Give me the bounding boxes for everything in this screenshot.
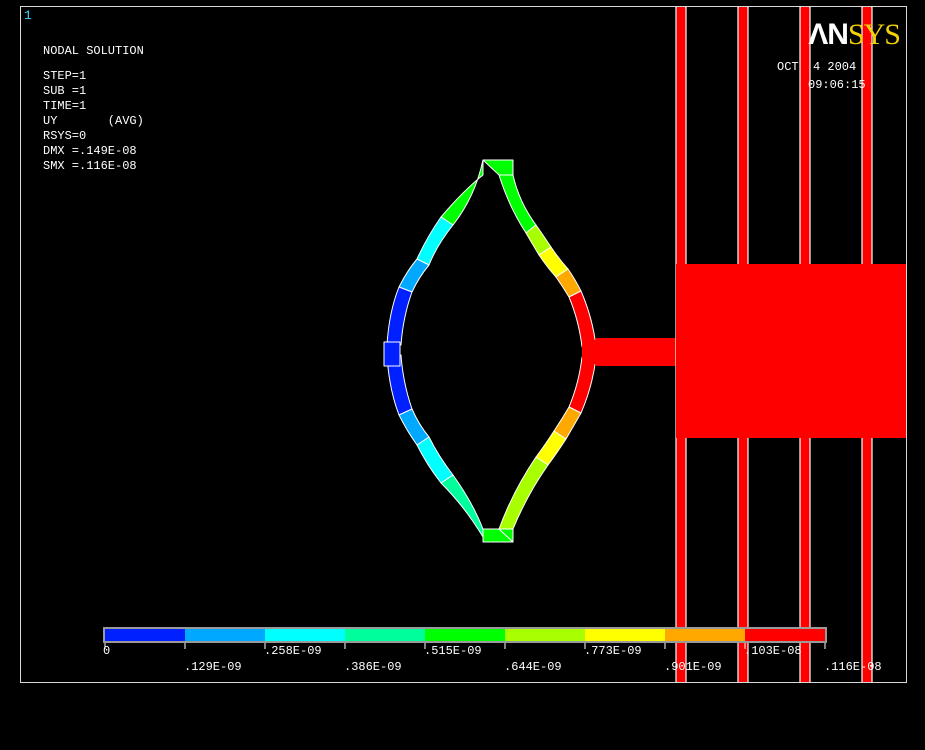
window-number: 1 (24, 8, 32, 23)
legend-swatch (185, 629, 265, 641)
info-line-title: NODAL SOLUTION (43, 44, 144, 58)
legend-label: .386E-09 (344, 660, 402, 674)
logo-part1: ΛN (808, 18, 849, 51)
plot-time: 09:06:15 (808, 78, 866, 92)
legend-label: .129E-09 (184, 660, 242, 674)
info-line-step: STEP=1 (43, 69, 87, 83)
legend-swatch (345, 629, 425, 641)
logo-part2: SYS (847, 18, 901, 51)
info-line-item: UY (AVG) (43, 114, 144, 128)
graphics-window[interactable]: 1 NODAL SOLUTION STEP=1 SUB =1 TIME=1 UY… (20, 6, 907, 683)
legend-swatch (425, 629, 505, 641)
legend-label: .901E-09 (664, 660, 722, 674)
contour-plot (103, 7, 906, 682)
legend-label: 0 (103, 644, 111, 658)
connector-beam (596, 338, 678, 366)
legend-label: .258E-09 (264, 644, 322, 658)
info-line-sub: SUB =1 (43, 84, 87, 98)
legend-swatch (585, 629, 665, 641)
plot-date: OCT 4 2004 (777, 60, 857, 74)
info-line-time: TIME=1 (43, 99, 87, 113)
info-line-dmx: DMX =.149E-08 (43, 144, 137, 158)
legend-swatch (505, 629, 585, 641)
legend-swatch (665, 629, 745, 641)
info-line-rsys: RSYS=0 (43, 129, 87, 143)
beam-fill-overlay (676, 7, 906, 682)
ansys-logo: ΛNSYS (808, 18, 901, 51)
legend-swatch (745, 629, 825, 641)
legend-swatch (105, 629, 185, 641)
legend-label: .644E-09 (504, 660, 562, 674)
legend-label: .116E-08 (824, 660, 882, 674)
lens-structure (383, 159, 599, 543)
legend-swatch (265, 629, 345, 641)
legend-color-bar (103, 627, 827, 649)
legend-label: .103E-08 (744, 644, 802, 658)
legend-label: .515E-09 (424, 644, 482, 658)
legend-label: .773E-09 (584, 644, 642, 658)
solution-info-block: NODAL SOLUTION STEP=1 SUB =1 TIME=1 UY (… (43, 44, 144, 174)
info-line-smx: SMX =.116E-08 (43, 159, 137, 173)
